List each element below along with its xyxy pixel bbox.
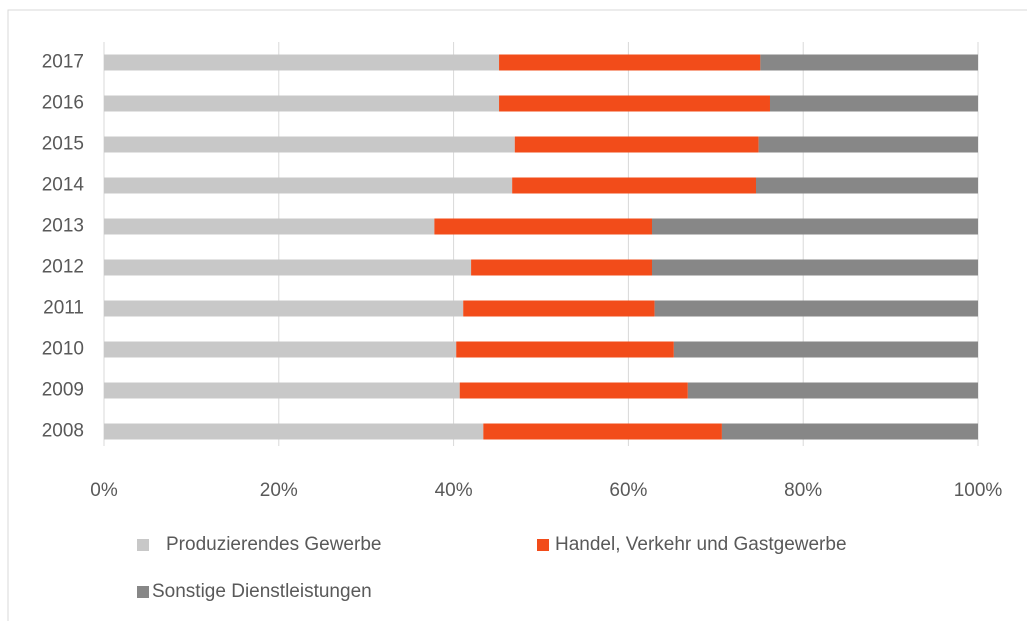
bar-segment — [434, 218, 652, 235]
y-tick-label: 2008 — [42, 421, 84, 442]
bar-segment — [499, 54, 761, 71]
x-tick-label: 100% — [954, 480, 1003, 501]
bar-segment — [104, 54, 500, 71]
y-tick-label: 2012 — [42, 257, 84, 278]
bar-segment — [514, 136, 759, 153]
legend-swatch — [137, 586, 149, 598]
y-tick-label: 2013 — [42, 216, 84, 237]
bar-segment — [471, 259, 652, 276]
bar-segment — [499, 95, 770, 112]
x-tick-label: 0% — [90, 480, 118, 501]
bar-segment — [483, 423, 722, 440]
y-tick-label: 2015 — [42, 134, 84, 155]
y-tick-label: 2017 — [42, 52, 84, 73]
bar-segment — [651, 218, 978, 235]
x-tick-label: 80% — [784, 480, 822, 501]
bar-segment — [756, 177, 978, 194]
bar-segment — [721, 423, 978, 440]
bar-segment — [104, 218, 435, 235]
bar-segment — [687, 382, 978, 399]
bar-segment — [769, 95, 978, 112]
bar-segment — [104, 423, 484, 440]
bar-segment — [456, 341, 674, 358]
bar-segment — [104, 341, 457, 358]
bar-segment — [104, 382, 460, 399]
y-tick-label: 2011 — [43, 298, 84, 319]
x-tick-label: 60% — [609, 480, 647, 501]
bar-segment — [654, 300, 978, 317]
bar-segment — [651, 259, 978, 276]
y-tick-label: 2014 — [42, 175, 85, 196]
y-tick-label: 2010 — [42, 339, 84, 360]
bar-segment — [104, 259, 472, 276]
y-tick-label: 2016 — [42, 93, 84, 114]
legend-swatch — [537, 539, 549, 551]
bar-segment — [459, 382, 688, 399]
bar-segment — [104, 95, 500, 112]
bar-segment — [463, 300, 655, 317]
bar-segment — [758, 136, 978, 153]
bar-segment — [104, 300, 464, 317]
legend-label: Sonstige Dienstleistungen — [152, 581, 372, 602]
legend-swatch — [137, 539, 149, 551]
legend-label: Handel, Verkehr und Gastgewerbe — [555, 534, 847, 555]
chart-frame — [7, 9, 1027, 621]
bar-segment — [104, 177, 513, 194]
bar-segment — [512, 177, 757, 194]
x-tick-label: 20% — [260, 480, 298, 501]
legend-label: Produzierendes Gewerbe — [166, 534, 381, 555]
x-tick-label: 40% — [435, 480, 473, 501]
bar-segment — [104, 136, 515, 153]
bar-segment — [760, 54, 978, 71]
y-tick-label: 2009 — [42, 380, 84, 401]
bar-segment — [673, 341, 978, 358]
